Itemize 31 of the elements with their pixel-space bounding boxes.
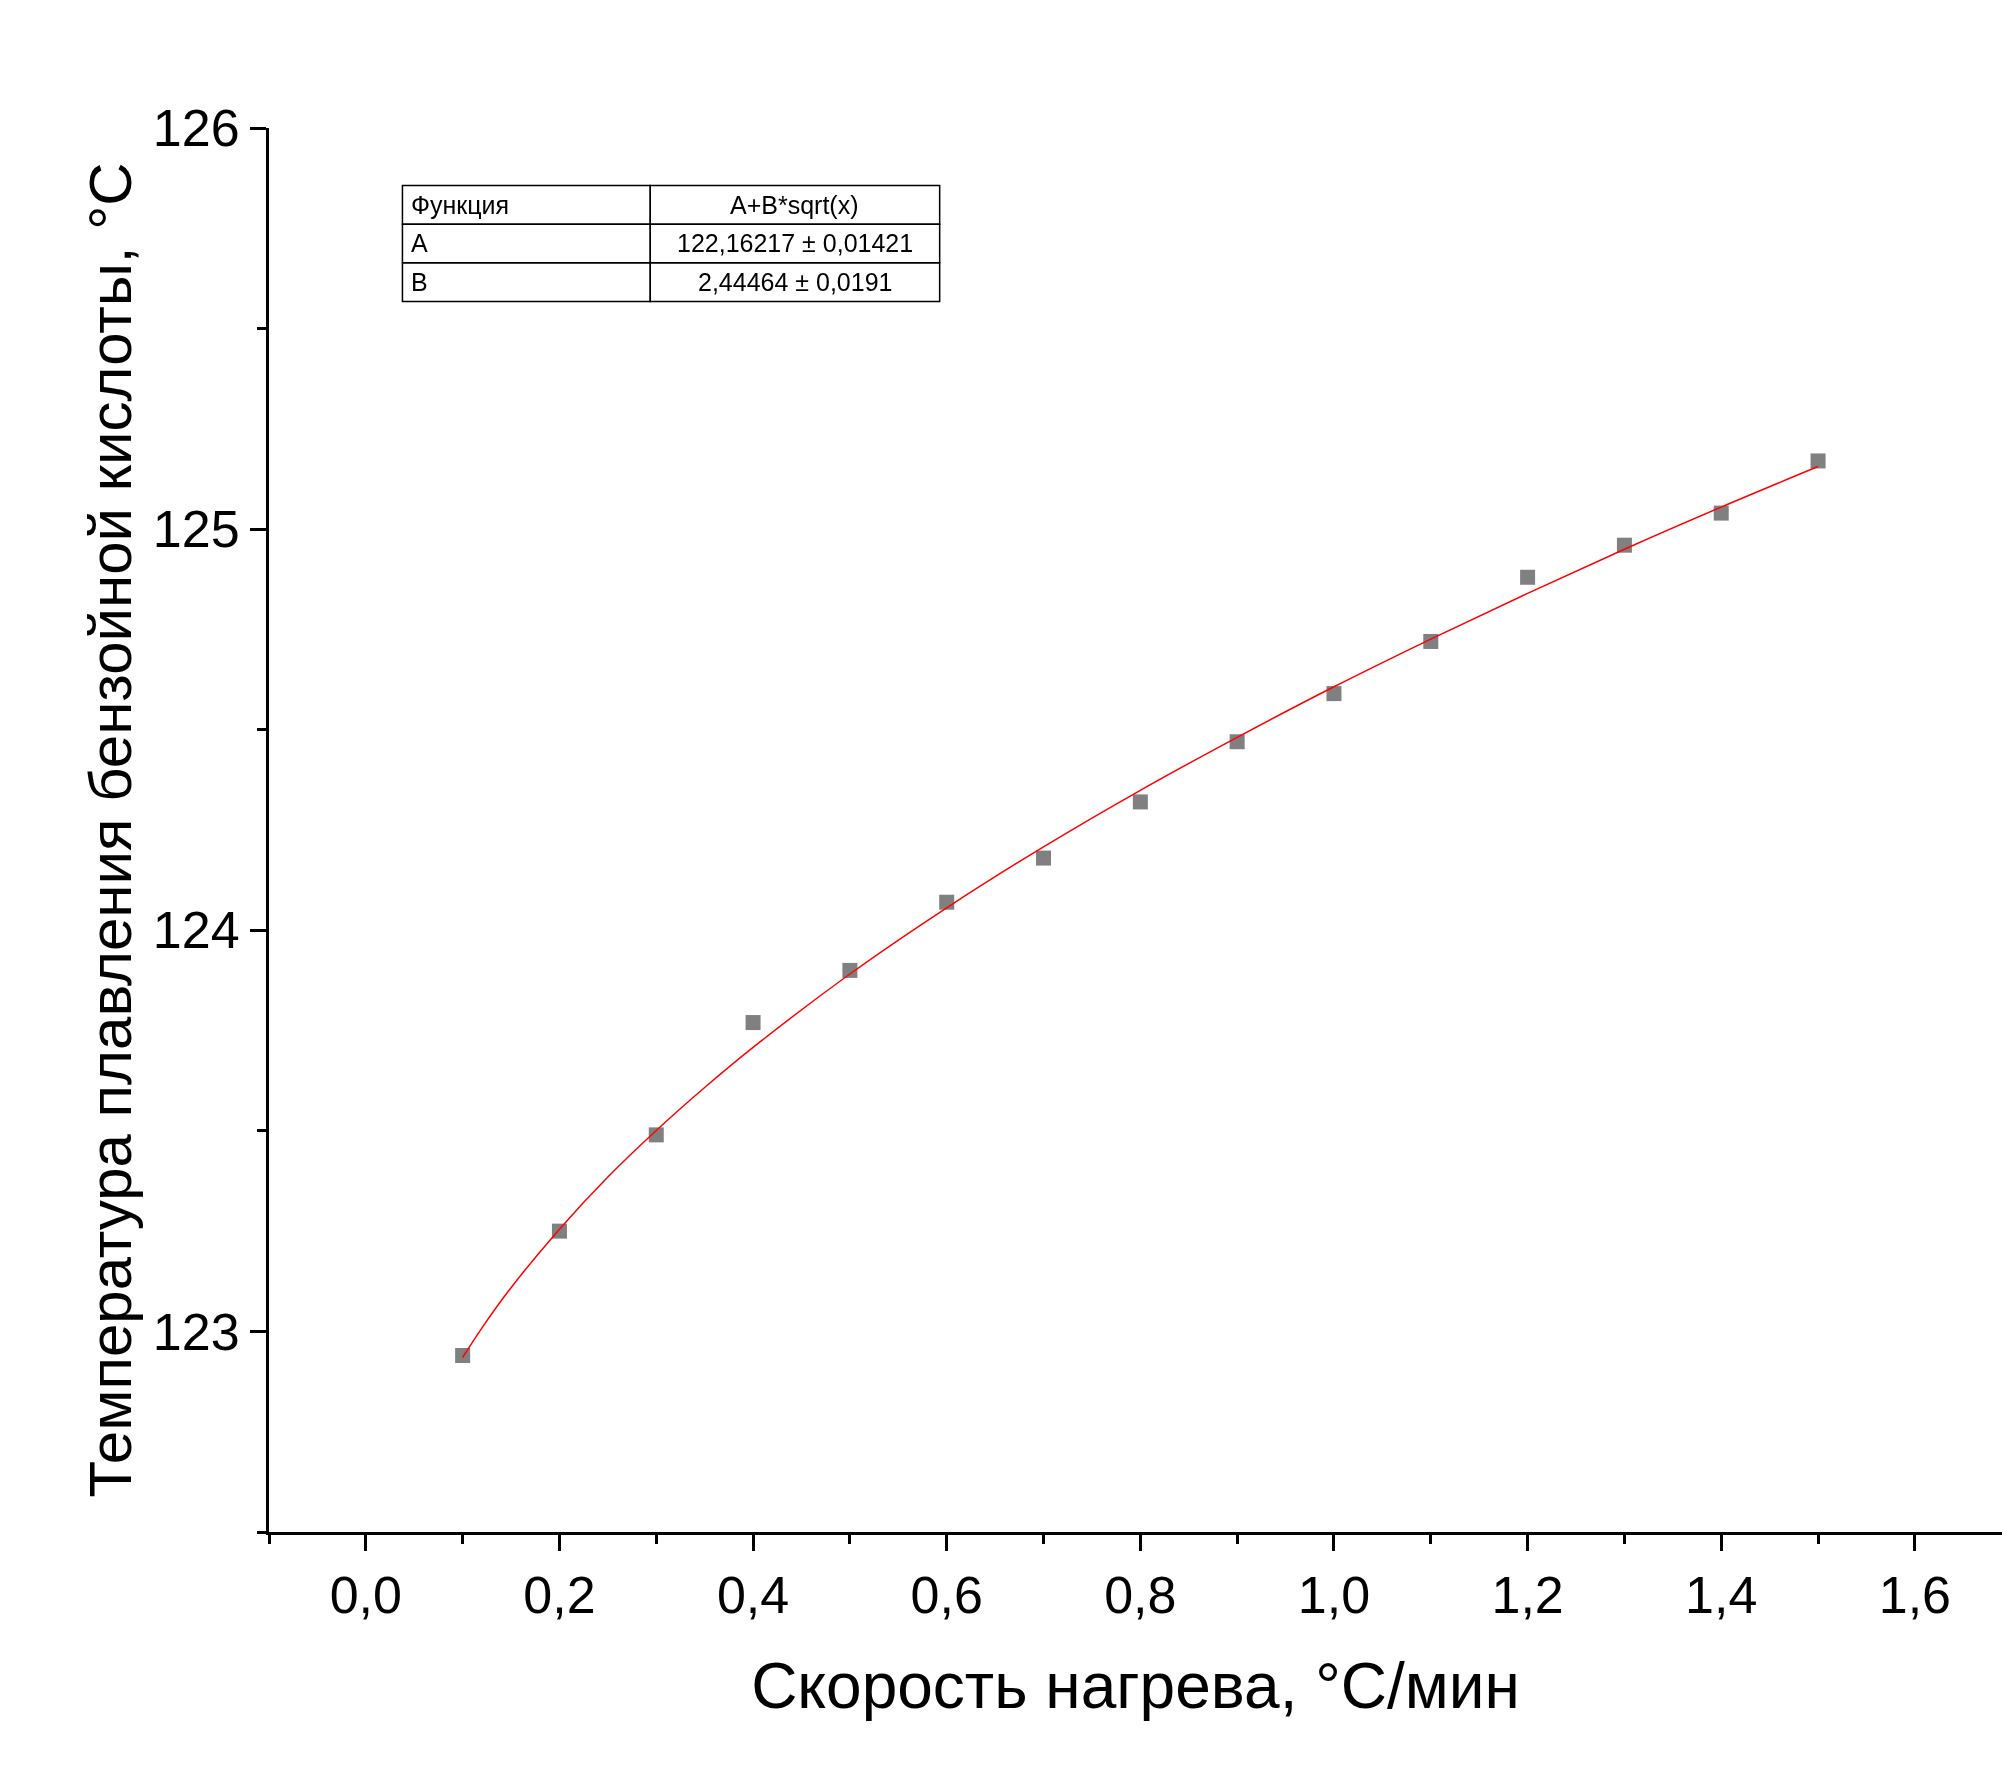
- point: [1713, 505, 1729, 521]
- point: [455, 1348, 471, 1363]
- y-axis-title: Температура плавления бензойной кислоты, °C: [77, 162, 145, 1498]
- point: [1132, 794, 1148, 810]
- y-tick-label: 123: [152, 1302, 240, 1361]
- x-tick-label: 0,2: [523, 1566, 596, 1625]
- y-tick-label: 124: [152, 901, 240, 960]
- annotation: A+B*sqrt(x): [730, 191, 859, 219]
- x-tick-label: 1,2: [1491, 1566, 1564, 1625]
- annotation: 122,16217 ± 0,01421: [677, 229, 914, 257]
- point: [1810, 453, 1826, 469]
- point: [1520, 569, 1536, 585]
- point: [648, 1127, 664, 1143]
- x-axis-title: Скорость нагрева, °C/мин: [751, 1649, 1520, 1722]
- annotation: Функция: [411, 191, 510, 219]
- text: 0,0: [329, 1566, 402, 1625]
- annotation: A: [411, 229, 428, 257]
- x-tick-label: 1,0: [1297, 1566, 1371, 1625]
- annotation: B: [411, 268, 428, 296]
- x-tick-label: 1,6: [1878, 1566, 1952, 1625]
- annotation: 2,44464 ± 0,0191: [698, 268, 893, 296]
- y-tick-label: 125: [152, 500, 240, 559]
- y-tick-label: 126: [152, 99, 240, 158]
- x-tick-label: 0,8: [1104, 1566, 1177, 1625]
- x-tick-label: 1,4: [1685, 1566, 1758, 1625]
- point: [1036, 850, 1052, 866]
- x-tick-label: 0,6: [910, 1566, 983, 1625]
- point: [745, 1015, 761, 1031]
- point: [939, 894, 955, 910]
- point: [1326, 686, 1342, 702]
- x-tick-label: 0,4: [716, 1566, 790, 1625]
